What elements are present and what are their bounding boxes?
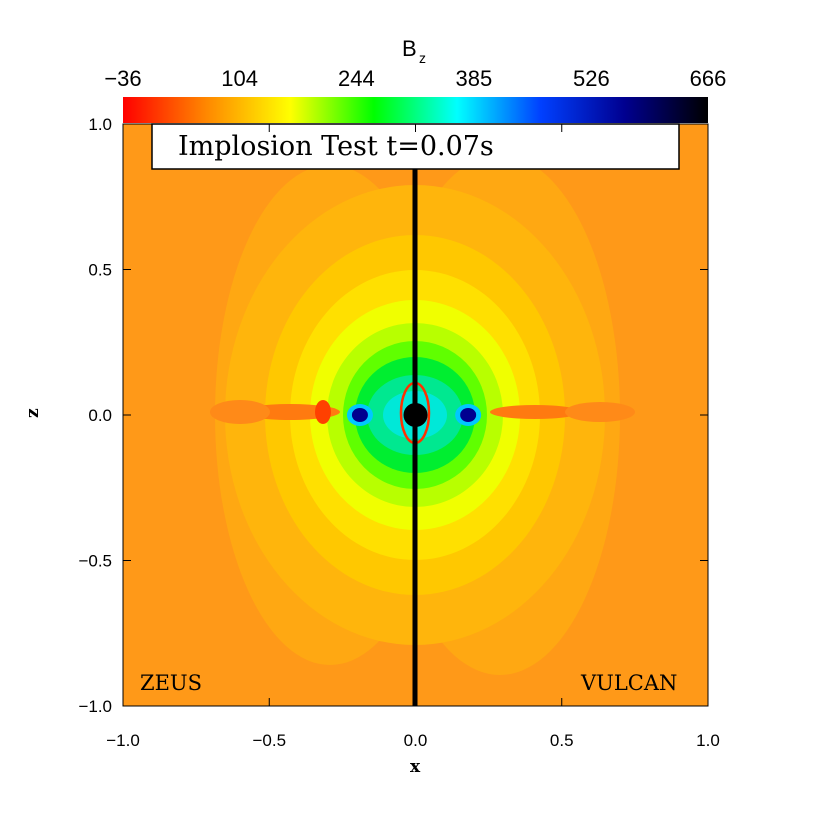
colorbar-tick-labels: −36 104 244 385 526 666 [104,66,726,91]
plot-area [123,124,708,706]
y-tick-label: −0.5 [78,552,112,571]
vulcan-equatorial-glow [565,402,635,422]
vulcan-label: VULCAN [580,671,677,695]
colorbar-tick-label: −36 [104,66,141,91]
x-axis-ticks: −1.0 −0.5 0.0 0.5 1.0 [106,124,720,750]
x-tick-label: −1.0 [106,731,140,750]
colorbar [123,97,708,123]
colorbar-tick-label: 526 [573,66,610,91]
zeus-label: ZEUS [140,671,202,695]
y-axis-ticks: −1.0 −0.5 0.0 0.5 1.0 [78,115,708,716]
x-axis-title: x [410,757,421,777]
y-tick-label: −1.0 [78,697,112,716]
colorbar-tick-label: 666 [690,66,727,91]
x-tick-label: −0.5 [252,731,286,750]
colorbar-tick-label: 104 [221,66,258,91]
x-tick-label: 0.5 [550,731,574,750]
colorbar-subscript: z [419,50,426,66]
y-tick-label: 0.0 [88,406,112,425]
zeus-red-spot [315,400,331,424]
colorbar-quantity: B [402,36,417,61]
y-tick-label: 1.0 [88,115,112,134]
colorbar-title: B z [402,36,426,66]
blue-lobe-mark [351,408,368,422]
vulcan-equatorial-jet [490,405,580,419]
zeus-equatorial-glow [210,400,270,424]
y-axis-title: z [23,408,43,418]
x-tick-label: 0.0 [404,731,428,750]
colorbar-tick-label: 244 [338,66,375,91]
y-tick-label: 0.5 [88,261,112,280]
x-tick-label: 1.0 [696,731,720,750]
plot-title: Implosion Test t=0.07s [178,131,494,162]
blue-lobe-mark [460,408,477,422]
colorbar-tick-label: 385 [455,66,492,91]
